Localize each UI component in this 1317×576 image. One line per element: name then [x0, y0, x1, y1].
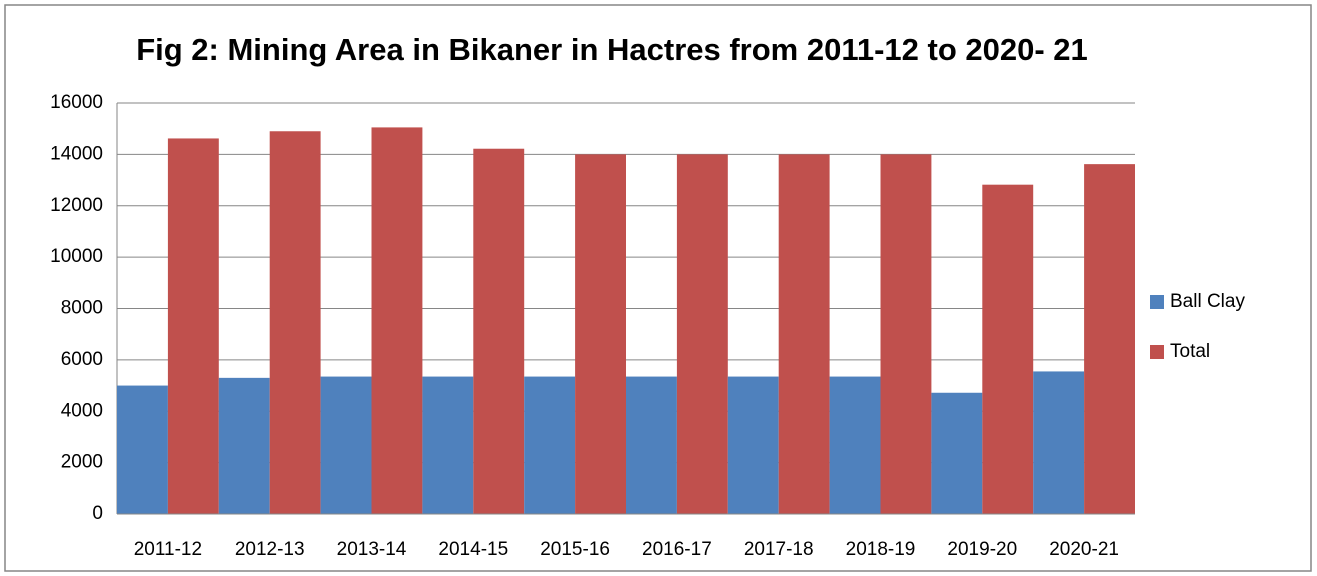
- y-tick-label: 16000: [50, 92, 103, 113]
- chart-title: Fig 2: Mining Area in Bikaner in Hactres…: [136, 32, 1088, 67]
- bar: [575, 154, 626, 514]
- bar: [473, 148, 525, 514]
- y-tick-label: 12000: [50, 195, 103, 216]
- bar: [422, 376, 474, 514]
- bar: [931, 392, 983, 514]
- x-tick-label: 2012-13: [235, 539, 305, 560]
- x-tick-label: 2014-15: [438, 539, 508, 560]
- x-tick-label: 2019-20: [947, 539, 1017, 560]
- legend-swatch: [1150, 295, 1164, 309]
- bar: [829, 376, 881, 514]
- bar: [117, 385, 168, 514]
- x-tick-label: 2015-16: [540, 539, 610, 560]
- x-tick-label: 2016-17: [642, 539, 712, 560]
- x-tick-label: 2020-21: [1049, 539, 1119, 560]
- x-tick-label: 2011-12: [134, 539, 202, 560]
- y-tick-label: 0: [92, 503, 103, 524]
- x-tick-label: 2017-18: [744, 539, 814, 560]
- bar: [371, 127, 423, 514]
- bar: [676, 154, 728, 514]
- y-tick-label: 14000: [50, 143, 103, 164]
- bar: [880, 154, 932, 514]
- bar: [778, 154, 830, 514]
- bar: [218, 377, 270, 514]
- bar: [320, 376, 372, 514]
- y-tick-label: 8000: [61, 298, 103, 319]
- bar: [982, 184, 1034, 514]
- bar: [1033, 371, 1085, 514]
- y-tick-label: 2000: [61, 452, 103, 473]
- bar: [524, 376, 576, 514]
- x-tick-label: 2018-19: [846, 539, 916, 560]
- bar: [727, 376, 779, 514]
- legend-label: Total: [1170, 341, 1210, 362]
- bar: [1084, 164, 1135, 515]
- y-tick-label: 6000: [61, 349, 103, 370]
- bar: [269, 131, 321, 514]
- legend-label: Ball Clay: [1170, 291, 1245, 312]
- bar: [626, 376, 677, 514]
- legend-swatch: [1150, 345, 1164, 359]
- y-tick-label: 4000: [61, 400, 103, 421]
- y-tick-label: 10000: [50, 246, 103, 267]
- x-tick-label: 2013-14: [337, 539, 407, 560]
- bar: [167, 138, 219, 515]
